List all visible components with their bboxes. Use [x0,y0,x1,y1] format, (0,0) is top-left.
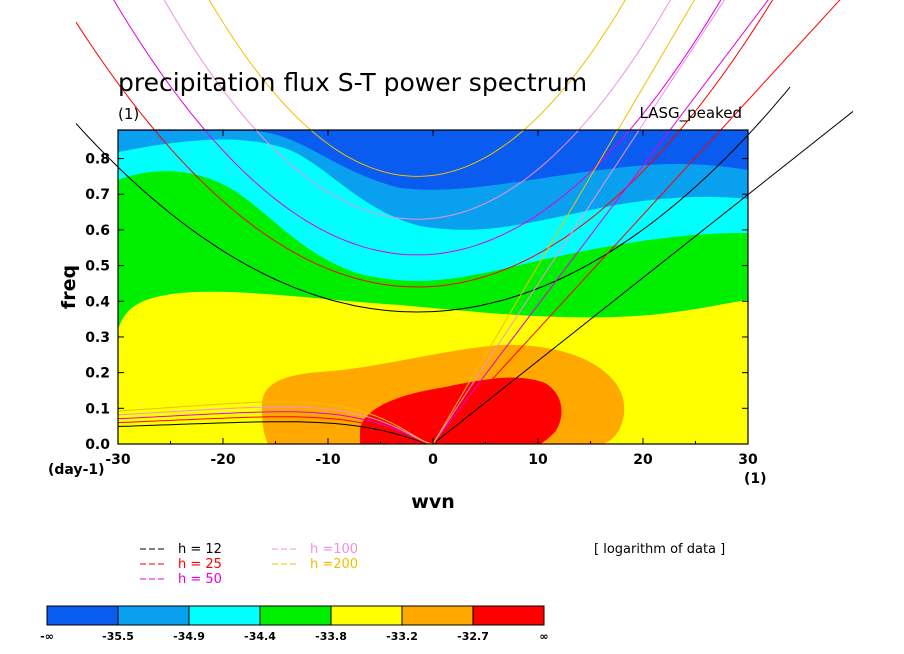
x-tick-label: 30 [738,452,758,468]
chart-subtitle: (1) [118,105,139,123]
x-axis-unit: (1) [744,471,767,487]
y-tick-label: 0.5 [85,259,110,275]
x-tick-label: 10 [528,452,548,468]
y-tick-label: 0.1 [85,401,110,417]
legend-label: h = 50 [178,572,222,587]
colorbar-label: ∞ [539,630,548,643]
colorbar-swatch [472,605,545,626]
ig-curve-0 [75,86,791,313]
colorbar: -∞ -35.5 -34.9 -34.4 -33.8 -33.2 -32.7 ∞ [40,605,549,643]
colorbar-label: -∞ [40,630,54,643]
colorbar-label: -35.5 [102,630,134,643]
y-tick-label: 0.6 [85,223,110,239]
contour-fills [118,130,748,444]
x-axis-ticks: -30 -20 -10 0 10 20 30 [105,130,758,468]
ig-curve-1 [75,0,774,288]
colorbar-swatch [259,605,332,626]
y-axis-ticks: 0.0 0.1 0.2 0.3 0.4 0.5 0.6 0.7 0.8 [85,152,748,453]
rossby-curve-2 [117,411,434,445]
colorbar-swatch [46,605,119,626]
rossby-curve-1 [117,416,434,445]
y-tick-label: 0.7 [85,187,110,203]
x-tick-label: 0 [428,452,438,468]
colorbar-label: -34.4 [244,630,276,643]
x-tick-label: -30 [105,452,131,468]
y-tick-label: 0.3 [85,330,110,346]
ig-curve-3 [163,0,671,220]
legend-label: h =100 [310,542,358,557]
kelvin-curve-1 [432,0,841,445]
chart-title: precipitation flux S-T power spectrum [118,68,587,97]
x-tick-label: -10 [315,452,341,468]
x-tick-label: 20 [633,452,653,468]
y-axis-unit: (day-1) [48,462,105,478]
colorbar-swatch [330,605,403,626]
colorbar-swatch [117,605,190,626]
x-axis-label: wvn [411,491,454,513]
colorbar-label: -34.9 [173,630,205,643]
legend-label: h = 25 [178,557,222,572]
colorbar-label: -33.8 [315,630,347,643]
colorbar-label: -33.2 [386,630,418,643]
level-band-7 [360,377,562,444]
legend-label: h =200 [310,557,358,572]
kelvin-curve-3 [432,0,726,445]
y-tick-label: 0.2 [85,366,110,382]
legend-label: h = 12 [178,542,222,557]
kelvin-curve-0 [432,111,854,445]
ig-curve-2 [113,0,722,256]
y-axis-label: freq [58,265,80,309]
colorbar-swatch [401,605,474,626]
ig-curve-4 [208,0,626,177]
y-tick-label: 0.0 [85,437,110,453]
y-tick-label: 0.8 [85,152,110,168]
y-tick-label: 0.4 [85,294,110,310]
data-note: [ logarithm of data ] [594,542,725,557]
colorbar-swatch [188,605,261,626]
model-label: LASG_peaked [640,104,742,123]
kelvin-curve-2 [432,0,769,445]
x-tick-label: -20 [210,452,236,468]
rossby-curve-4 [117,401,434,445]
colorbar-label: -32.7 [457,630,489,643]
rossby-curve-0 [117,421,434,445]
rossby-curve-3 [117,406,434,445]
kelvin-curve-4 [432,0,696,445]
dispersion-curves [75,0,854,445]
